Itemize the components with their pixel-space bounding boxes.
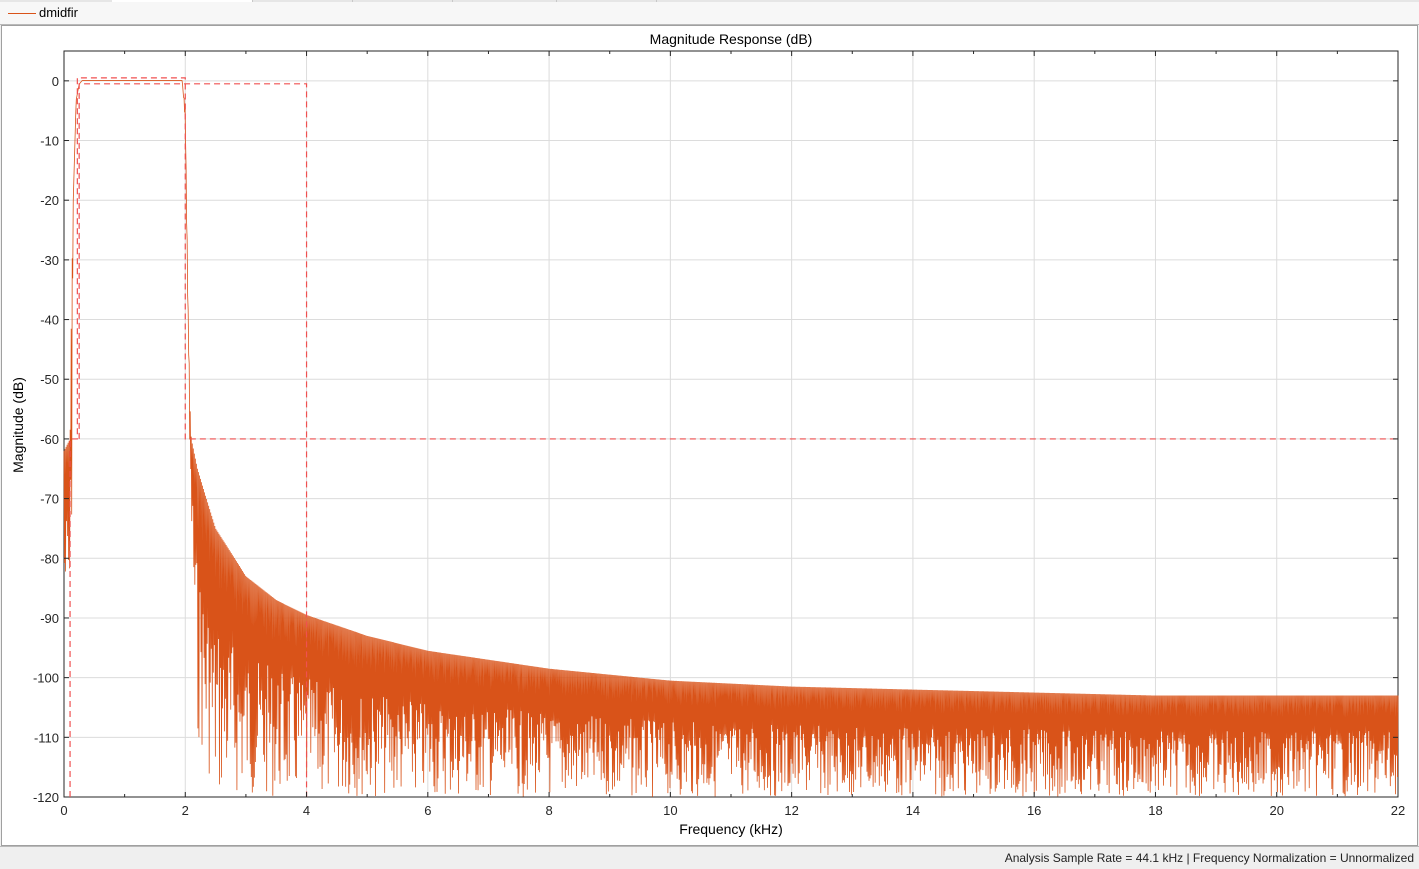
status-bar: Analysis Sample Rate = 44.1 kHz | Freque…	[0, 846, 1419, 869]
tab[interactable]	[352, 0, 453, 2]
mask-upper-line	[69, 77, 1398, 797]
y-tick-label: -70	[40, 492, 59, 507]
y-tick-label: -30	[40, 253, 59, 268]
y-tick-label: 0	[52, 74, 59, 89]
x-tick-label: 8	[545, 803, 552, 818]
magnitude-response-chart[interactable]: Magnitude Response (dB) 0 2 4 6 8 10 12 14 16 18 2…	[2, 26, 1417, 845]
legend-label[interactable]: dmidfir	[39, 5, 79, 20]
tab-active[interactable]	[112, 0, 253, 2]
y-tick-label: -120	[33, 790, 59, 805]
chart-title: Magnitude Response (dB)	[650, 31, 813, 47]
x-tick-label: 12	[784, 803, 798, 818]
y-tick-label: -20	[40, 193, 59, 208]
y-tick-label: -80	[40, 551, 59, 566]
plot-panel: Magnitude Response (dB) 0 2 4 6 8 10 12 14 16 18 2…	[1, 25, 1418, 846]
legend-line-swatch	[8, 13, 36, 14]
x-tick-label: 4	[303, 803, 310, 818]
y-tick-label: -10	[40, 134, 59, 149]
x-tick-label: 0	[60, 803, 67, 818]
x-tick-label: 2	[182, 803, 189, 818]
x-tick-label: 22	[1391, 803, 1405, 818]
x-tick-label: 10	[663, 803, 677, 818]
y-tick-label: -50	[40, 372, 59, 387]
tab[interactable]	[252, 0, 353, 2]
y-tick-label: -100	[33, 671, 59, 686]
axis-ticks: 0 2 4 6 8 10 12 14 16 18 20 22 0 -10 -20 -30 -40 -50 -60 -7…	[33, 51, 1405, 818]
x-axis-label: Frequency (kHz)	[679, 821, 782, 837]
x-tick-label: 16	[1027, 803, 1041, 818]
spec-mask	[69, 77, 1398, 797]
status-text: Analysis Sample Rate = 44.1 kHz | Freque…	[1004, 851, 1414, 865]
y-tick-label: -110	[34, 730, 59, 745]
response-series	[63, 80, 1399, 797]
x-tick-label: 14	[906, 803, 920, 818]
tab-strip	[0, 0, 1419, 3]
y-tick-label: -90	[40, 611, 59, 626]
y-tick-label: -60	[40, 432, 59, 447]
y-tick-label: -40	[40, 313, 59, 328]
y-axis-label: Magnitude (dB)	[10, 377, 26, 473]
tab[interactable]	[556, 0, 657, 2]
x-tick-label: 20	[1269, 803, 1283, 818]
x-tick-label: 18	[1148, 803, 1162, 818]
response-line	[63, 80, 1399, 797]
x-tick-label: 6	[424, 803, 431, 818]
tab[interactable]	[452, 0, 557, 2]
legend-bar: dmidfir	[0, 2, 1419, 25]
